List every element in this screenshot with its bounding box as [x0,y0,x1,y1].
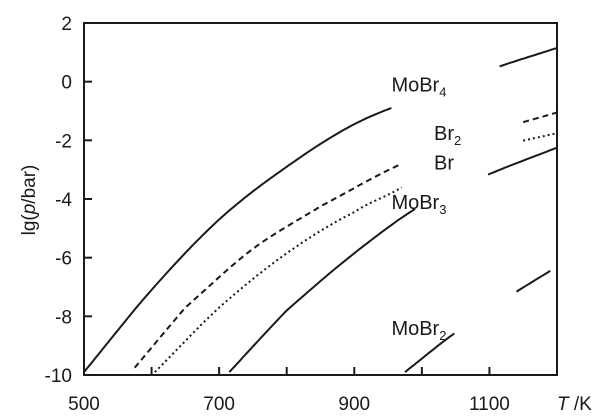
x-axis-label: T /K [557,394,592,415]
y-tick-label: 0 [61,73,72,94]
x-tick-label: 1100 [469,394,510,415]
series-label-br: Br [434,152,454,174]
x-tick-label: 900 [338,394,370,415]
series-line-br2 [522,111,558,124]
series-label-br2: Br2 [434,123,461,148]
axis-tick-labels: -10 -8 -6 -4 -2 0 2 500 700 900 1100 [45,14,510,415]
series-line-mobr2 [515,270,551,293]
y-tick-label: -4 [55,190,72,211]
y-tick-label: -8 [55,307,72,328]
x-tick-label: 700 [203,394,235,415]
series-line-br [154,186,403,373]
y-tick-label: 2 [61,14,72,35]
y-tick-label: -6 [55,249,72,270]
series-line-mobr4 [83,107,392,373]
series-line-mobr2 [404,332,455,373]
y-tick-label: -2 [55,131,72,152]
y-axis-label: lg(p/bar) [19,165,40,236]
x-axis-label-post: /K [569,394,593,415]
series-labels: MoBr4 Br2 Br MoBr3 MoBr2 [391,75,461,343]
series-label-mobr3: MoBr3 [391,192,446,217]
plot-border [83,22,558,376]
x-axis-label-var: T [557,394,570,415]
series-line-br [522,132,558,142]
x-tick-label: 500 [68,394,100,415]
series-line-mobr3 [228,208,416,373]
y-axis-label-var: p [19,204,40,216]
plot-frame [83,22,558,376]
y-axis-label-pre: lg( [19,214,40,236]
series-label-mobr2: MoBr2 [391,318,446,343]
y-axis-label-post: /bar) [19,165,40,204]
axis-ticks [83,22,558,376]
series-line-mobr4 [499,46,558,68]
series-label-mobr4: MoBr4 [391,75,446,100]
series-curves [83,46,558,373]
series-line-mobr3 [487,146,558,176]
y-tick-label: -10 [45,366,72,387]
